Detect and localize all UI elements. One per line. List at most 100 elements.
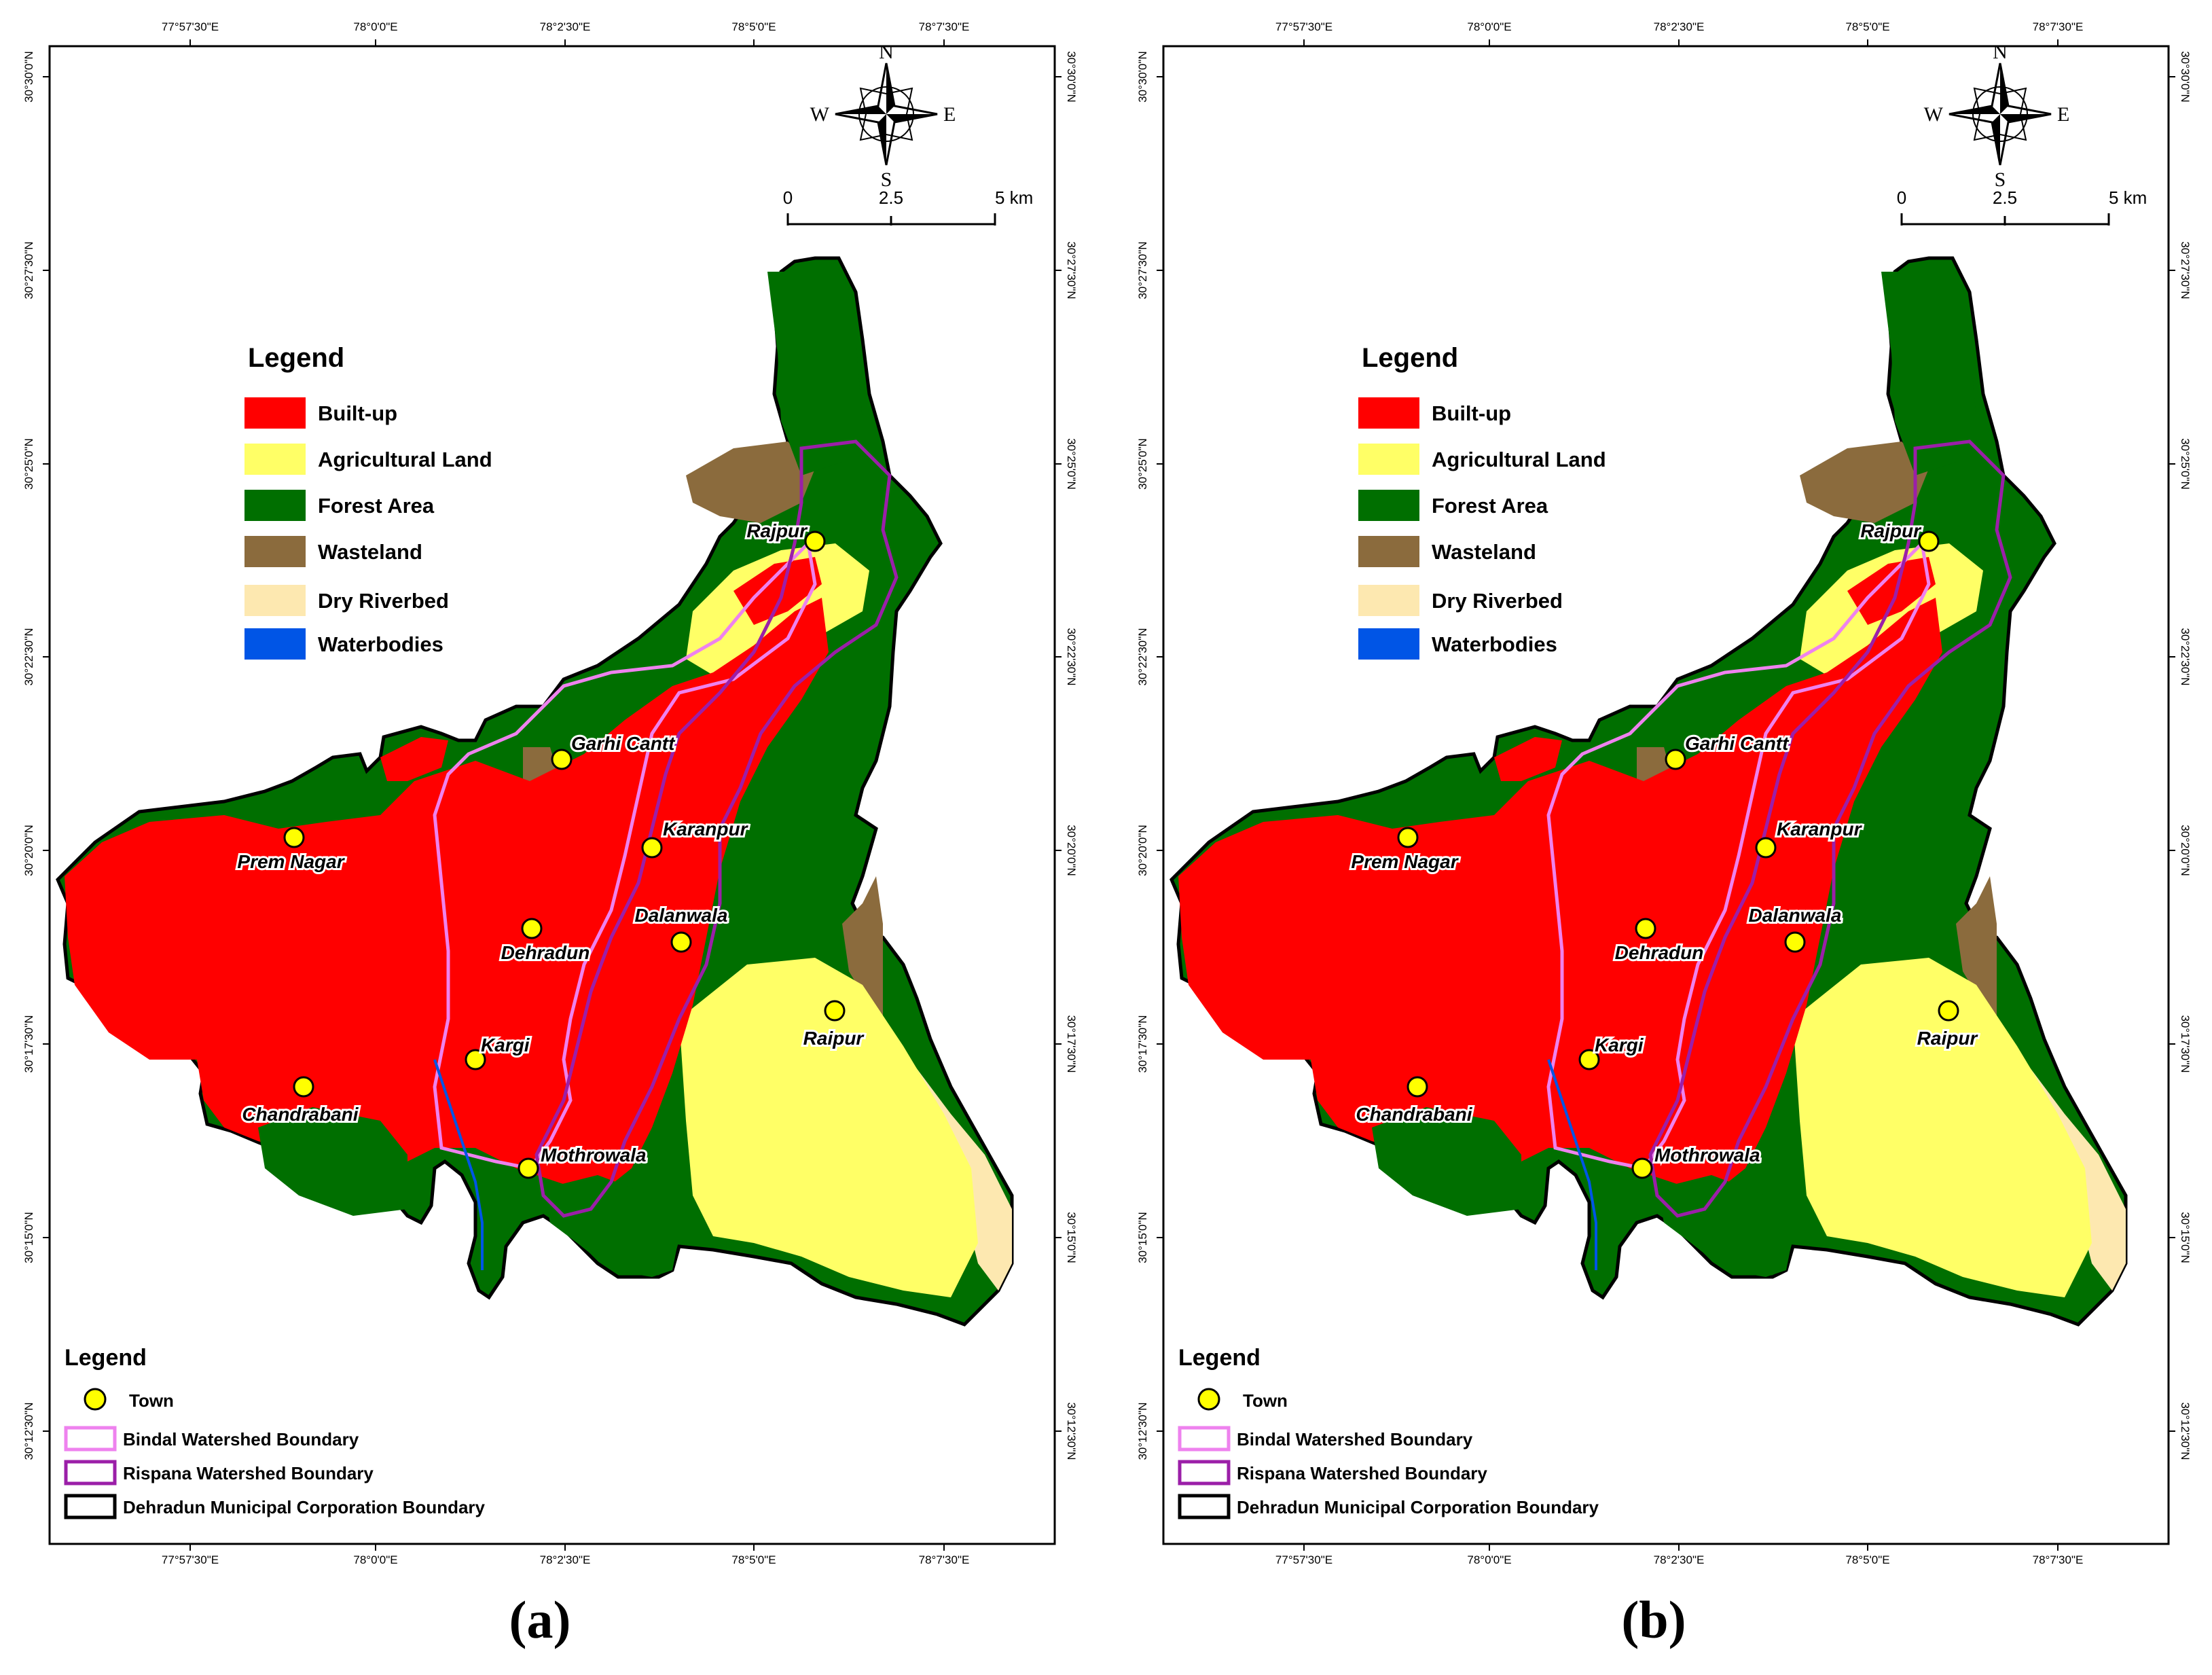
- graticule-top-label: 78°0'0"E: [1467, 20, 1511, 33]
- agricultural-south-east: [679, 958, 978, 1297]
- forest-patch-chandrabani: [258, 1107, 407, 1216]
- west-label: W: [1924, 103, 1944, 126]
- forest-patch-mothrowala: [1657, 1175, 1793, 1277]
- bindal-legend-swatch: [1178, 1426, 1231, 1452]
- rispana-legend-swatch: [64, 1460, 117, 1485]
- bindal-legend-label: Bindal Watershed Boundary: [1237, 1429, 1473, 1449]
- north-arrow: N S E W: [1924, 41, 2070, 191]
- towns-layer: Rajpur Garhi Cantt Karanpur Prem Nagar Dalan…: [235, 518, 867, 1179]
- municipal-legend-label: Dehradun Municipal Corporation Boundary: [1237, 1497, 1599, 1517]
- landuse-legend: Legend Built-up Agricultural Land Forest A…: [244, 343, 492, 660]
- built-up-nw-block: [380, 737, 448, 781]
- graticule-right-label: 30°30'0"N: [1065, 51, 1078, 103]
- town-marker-icon: [283, 827, 305, 848]
- map-frame: [1162, 45, 2170, 1545]
- graticule-bottom-label: 78°2'30"E: [1654, 1553, 1705, 1566]
- map-panel-a: 77°57'30"E 78°0'0"E 78°2'30"E 78°5'0"E 78°7'…: [0, 0, 1080, 1675]
- legend-item-label: Forest Area: [318, 494, 435, 518]
- town-label: Karanpur: [663, 818, 749, 840]
- town-marker-icon: [670, 931, 692, 953]
- town-marker-icon: [1784, 931, 1806, 953]
- boundary-legend: Legend Town Bindal Watershed Boundary Ri…: [1178, 1345, 1599, 1519]
- scale-label-end: 5 km: [995, 187, 1033, 208]
- graticule-left-label: 30°27'30"N: [22, 241, 35, 299]
- graticule-left-label: 30°15'0"N: [1136, 1212, 1149, 1263]
- scale-label-0: 0: [1897, 187, 1906, 208]
- graticule-top-label: 78°7'30"E: [2033, 20, 2084, 33]
- scale-label-mid: 2.5: [1993, 187, 2017, 208]
- agricultural-south-east: [1793, 958, 2092, 1297]
- bindal-legend-swatch: [64, 1426, 117, 1452]
- town-label: Rajpur: [1860, 520, 1922, 541]
- graticule-top-label: 78°2'30"E: [1654, 20, 1705, 33]
- graticule-bottom-label: 78°5'0"E: [731, 1553, 776, 1566]
- graticule-left-label: 30°22'30"N: [22, 628, 35, 685]
- legend-swatch: [244, 397, 306, 429]
- boundary-legend: Legend Town Bindal Watershed Boundary Ri…: [64, 1345, 486, 1519]
- rispana-watershed-boundary: [534, 439, 899, 1218]
- graticule-top-label: 78°5'0"E: [1845, 20, 1889, 33]
- compass-diag-icon: [1973, 87, 2027, 141]
- town-marker-icon: [518, 1157, 539, 1179]
- graticule-top-label: 78°2'30"E: [540, 20, 591, 33]
- town-label: Dehradun: [501, 942, 590, 963]
- graticule-bottom-label: 77°57'30"E: [162, 1553, 219, 1566]
- legend-item-label: Waterbodies: [1432, 632, 1557, 656]
- wasteland-patch-north: [686, 442, 815, 523]
- graticule-top-label: 78°7'30"E: [919, 20, 970, 33]
- town-marker-icon: [824, 1000, 846, 1022]
- legend-swatch: [1358, 397, 1419, 429]
- compass-diag-icon: [859, 87, 913, 141]
- legend-swatch: [1358, 585, 1419, 616]
- forest-patch-chandrabani: [1372, 1107, 1521, 1216]
- boundary-legend-title: Legend: [1178, 1345, 1261, 1371]
- legend-item-label: Waterbodies: [318, 632, 443, 656]
- graticule-left-label: 30°27'30"N: [1136, 241, 1149, 299]
- town-symbol-icon: [84, 1388, 107, 1411]
- forest-patch-mothrowala: [543, 1175, 679, 1277]
- graticule-right-label: 30°12'30"N: [2179, 1402, 2192, 1460]
- town-legend-label: Town: [129, 1390, 174, 1411]
- legend-item-label: Agricultural Land: [1432, 448, 1606, 471]
- town-marker-icon: [1938, 1000, 1959, 1022]
- graticule-left-label: 30°12'30"N: [22, 1402, 35, 1460]
- panel-caption: (a): [509, 1590, 571, 1649]
- compass-dark-e-icon: [2000, 114, 2051, 122]
- wasteland-patch-east: [1956, 876, 1997, 1019]
- legend-item-label: Agricultural Land: [318, 448, 492, 471]
- panel-caption: (b): [1621, 1590, 1686, 1649]
- town-marker-icon: [804, 530, 826, 552]
- graticule-left-label: 30°30'0"N: [22, 51, 35, 103]
- east-label: E: [943, 103, 956, 126]
- graticule-right-label: 30°22'30"N: [2179, 628, 2192, 685]
- graticule-bottom-label: 78°0'0"E: [1467, 1553, 1511, 1566]
- graticule-right-label: 30°17'30"N: [1065, 1015, 1078, 1073]
- town-label: Garhi Cantt: [571, 733, 676, 754]
- built-up-nw-block: [1494, 737, 1562, 781]
- town-marker-icon: [1635, 918, 1656, 939]
- graticule-left-label: 30°20'0"N: [1136, 825, 1149, 876]
- graticule-left-label: 30°17'30"N: [1136, 1015, 1149, 1073]
- graticule-bottom-label: 78°5'0"E: [1845, 1553, 1889, 1566]
- town-marker-icon: [1918, 530, 1940, 552]
- forest-patch-north-strip: [1881, 272, 1976, 475]
- north-label: N: [879, 41, 894, 63]
- bindal-watershed-boundary: [433, 539, 817, 1170]
- graticule-right-label: 30°30'0"N: [2179, 51, 2192, 103]
- legend-swatch: [244, 490, 306, 521]
- landuse-legend-title: Legend: [248, 343, 344, 373]
- town-label: Chandrabani: [1356, 1104, 1472, 1125]
- graticule-left-label: 30°25'0"N: [1136, 438, 1149, 490]
- boundary-legend-title: Legend: [65, 1345, 147, 1371]
- town-label: Prem Nagar: [1351, 851, 1459, 872]
- town-label: Kargi: [1595, 1034, 1644, 1056]
- town-label: Kargi: [481, 1034, 530, 1056]
- map-b: 77°57'30"E 78°0'0"E 78°2'30"E 78°5'0"E 78°7'…: [1136, 20, 2192, 1566]
- graticule-bottom-label: 78°7'30"E: [2033, 1553, 2084, 1566]
- town-label: Dalanwala: [1749, 905, 1842, 926]
- town-label: Rajpur: [746, 520, 808, 541]
- scale-label-mid: 2.5: [879, 187, 903, 208]
- bindal-legend-label: Bindal Watershed Boundary: [123, 1429, 359, 1449]
- graticule-top-label: 78°5'0"E: [731, 20, 776, 33]
- landuse-map: [1170, 256, 2128, 1327]
